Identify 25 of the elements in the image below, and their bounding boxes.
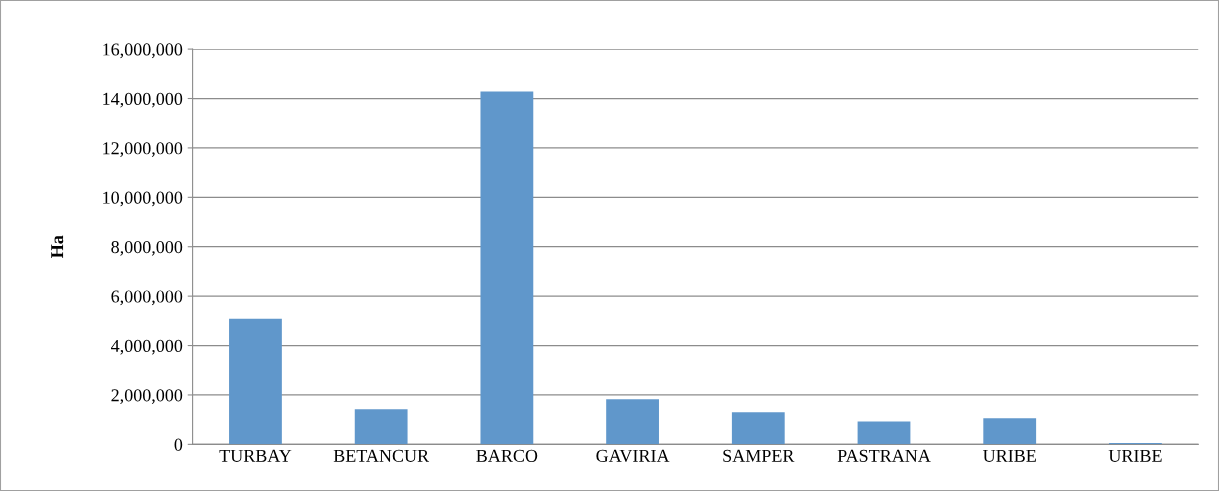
bar [731, 412, 785, 445]
y-tick-label: 12,000,000 [103, 142, 183, 157]
x-tick-label: BETANCUR [333, 449, 430, 462]
y-tick-label: 4,000,000 [111, 339, 183, 355]
x-tick-label: SAMPER [723, 449, 795, 462]
y-tick-label: 8,000,000 [111, 240, 183, 256]
bar [983, 418, 1037, 445]
x-tick-label: URIBE [1108, 449, 1162, 462]
x-tick-label: TURBAY [219, 449, 292, 462]
bar [480, 91, 534, 445]
x-tick-label: URIBE [983, 449, 1036, 462]
y-tick-label: 0 [174, 438, 183, 451]
bar [606, 399, 659, 445]
y-tick-label: 16,000,000 [103, 43, 183, 59]
x-tick-label: GAVIRIA [596, 449, 670, 463]
x-tick-label: PASTRANA [837, 449, 931, 462]
y-tick-label: 10,000,000 [103, 191, 183, 207]
y-axis-title: Ha [51, 235, 64, 258]
y-tick-label: 14,000,000 [103, 92, 183, 108]
bar [857, 421, 911, 445]
bar [229, 318, 282, 445]
x-tick-label: BARCO [476, 449, 538, 462]
y-tick-label: 2,000,000 [111, 389, 183, 404]
y-tick-label: 6,000,000 [111, 290, 183, 306]
bar [354, 409, 408, 445]
